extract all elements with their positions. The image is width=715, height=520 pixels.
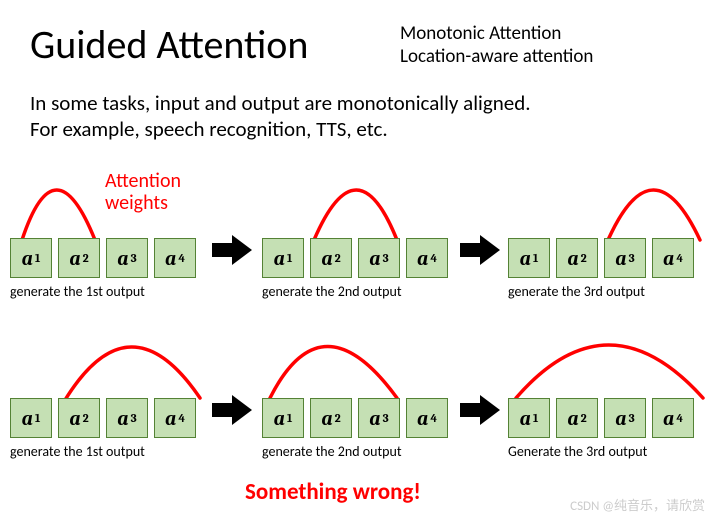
body-text: In some tasks, input and output are mono… — [30, 90, 531, 142]
attention-curve — [508, 320, 708, 410]
subtitle-line1: Monotonic Attention — [400, 22, 593, 45]
something-wrong-label: Something wrong! — [245, 478, 421, 506]
token-box: a4 — [652, 238, 694, 278]
panel-caption: generate the 2nd output — [262, 443, 402, 460]
token-box: a2 — [58, 238, 100, 278]
token-box: a1 — [508, 238, 550, 278]
token-box: a1 — [508, 398, 550, 438]
token-box: a4 — [406, 398, 448, 438]
token-row: a1a2a3a4 — [262, 398, 448, 438]
token-row: a1a2a3a4 — [262, 238, 448, 278]
body-line2: For example, speech recognition, TTS, et… — [30, 116, 531, 142]
panel-caption: generate the 2nd output — [262, 283, 402, 300]
panel-caption: generate the 1st output — [10, 283, 145, 300]
panel-caption: generate the 3rd output — [508, 283, 645, 300]
token-box: a3 — [358, 398, 400, 438]
watermark: CSDN @纯音乐，请欣赏 — [570, 495, 705, 514]
token-box: a3 — [604, 238, 646, 278]
token-box: a3 — [604, 398, 646, 438]
token-box: a4 — [652, 398, 694, 438]
token-box: a2 — [310, 398, 352, 438]
token-box: a4 — [154, 398, 196, 438]
attention-panel: a1a2a3a4 generate the 1st output — [10, 320, 210, 460]
token-row: a1a2a3a4 — [10, 238, 196, 278]
attention-panel: a1a2a3a4generate the 2nd output — [262, 160, 462, 300]
token-box: a3 — [106, 398, 148, 438]
attention-panel: a1a2a3a4generate the 2nd output — [262, 320, 462, 460]
token-row: a1a2a3a4 — [10, 398, 196, 438]
token-box: a4 — [154, 238, 196, 278]
subtitle: Monotonic Attention Location-aware atten… — [400, 22, 593, 68]
attention-curve — [10, 160, 210, 250]
panel-caption: Generate the 3rd output — [508, 443, 647, 460]
arrow-icon — [212, 395, 252, 425]
attention-curve — [262, 320, 462, 410]
attention-panel: a1a2a3a4 Generate the 3rd output — [508, 320, 708, 460]
token-box: a4 — [406, 238, 448, 278]
token-row: a1a2a3a4 — [508, 398, 694, 438]
token-box: a2 — [556, 238, 598, 278]
token-box: a1 — [262, 238, 304, 278]
body-line1: In some tasks, input and output are mono… — [30, 90, 531, 116]
token-box: a2 — [310, 238, 352, 278]
arrow-icon — [212, 235, 252, 265]
token-box: a3 — [106, 238, 148, 278]
token-box: a1 — [262, 398, 304, 438]
token-box: a2 — [556, 398, 598, 438]
attention-panel: a1a2a3a4 generate the 3rd output — [508, 160, 708, 300]
subtitle-line2: Location-aware attention — [400, 45, 593, 68]
token-box: a1 — [10, 398, 52, 438]
attention-curve — [262, 160, 462, 250]
attention-curve — [508, 160, 708, 250]
title: Guided Attention — [30, 20, 308, 69]
token-row: a1a2a3a4 — [508, 238, 694, 278]
token-box: a1 — [10, 238, 52, 278]
panel-caption: generate the 1st output — [10, 443, 145, 460]
token-box: a2 — [58, 398, 100, 438]
attention-curve — [10, 320, 210, 410]
token-box: a3 — [358, 238, 400, 278]
attention-panel: a1a2a3a4 generate the 1st output — [10, 160, 210, 300]
arrow-icon — [460, 235, 500, 265]
arrow-icon — [460, 395, 500, 425]
